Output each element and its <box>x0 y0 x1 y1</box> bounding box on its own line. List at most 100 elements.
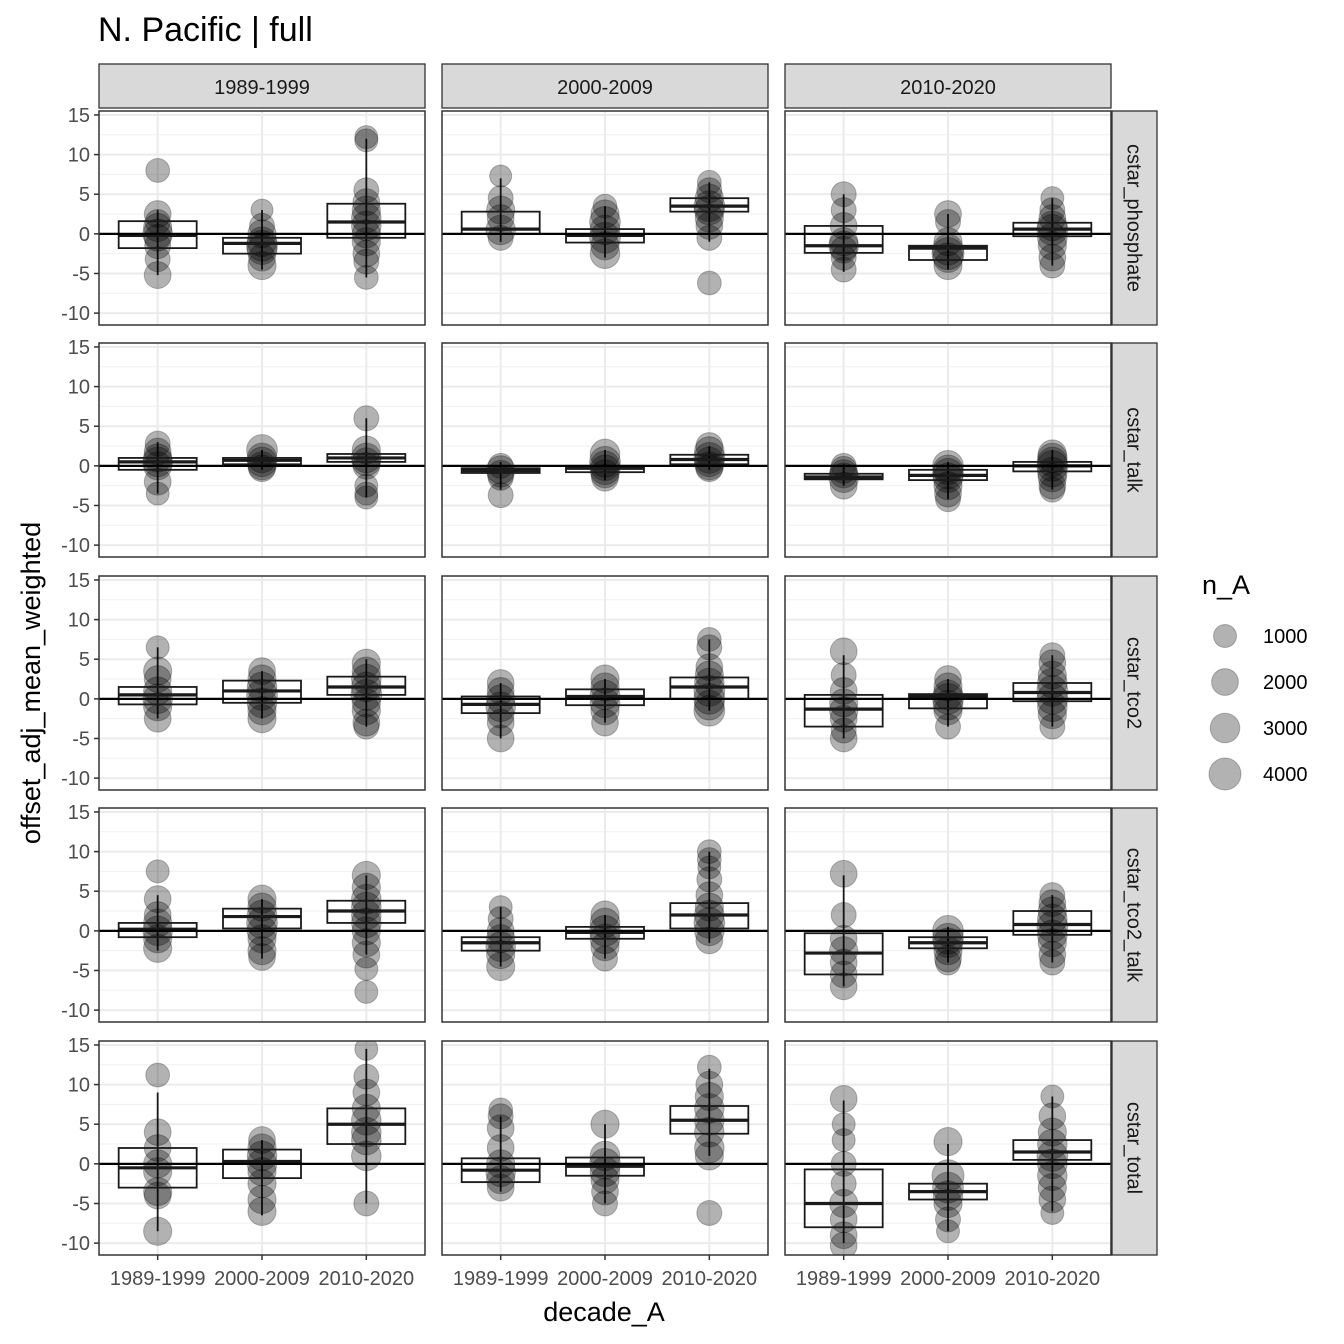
data-point <box>351 860 381 890</box>
x-tick-label: 1989-1999 <box>110 1268 206 1290</box>
data-point <box>247 704 277 734</box>
panel-border <box>98 575 426 791</box>
data-point <box>829 1231 858 1255</box>
data-point <box>829 677 858 705</box>
data-point <box>143 704 172 733</box>
data-point <box>590 672 620 702</box>
facet-panel <box>441 342 769 558</box>
data-point <box>354 1041 379 1061</box>
boxplot-group <box>565 438 645 492</box>
data-point <box>351 928 381 958</box>
y-tick-label: 5 <box>79 1114 90 1136</box>
data-point <box>1038 243 1067 272</box>
data-point <box>932 242 964 273</box>
data-point <box>351 656 381 686</box>
size-legend: n_A 1000 2000 3000 4000 <box>1202 570 1308 791</box>
boxplot-group <box>1012 642 1093 740</box>
boxplot-group <box>1012 882 1093 976</box>
y-tick-label: 10 <box>68 842 90 864</box>
data-point <box>246 671 278 703</box>
data-point <box>143 261 172 289</box>
data-point <box>697 855 722 880</box>
data-point <box>1039 882 1066 909</box>
data-point <box>830 181 857 208</box>
data-point <box>830 902 857 928</box>
data-point <box>696 847 722 872</box>
data-point <box>932 1180 964 1211</box>
panel-border <box>98 110 426 326</box>
data-point <box>1038 204 1067 232</box>
data-point <box>695 926 724 955</box>
box <box>803 225 884 254</box>
data-point <box>487 185 514 212</box>
row-strip-label: cstar_tco2_talk <box>1123 848 1145 984</box>
panel-border <box>98 342 426 558</box>
boxplot-group <box>222 657 302 734</box>
data-point <box>145 481 170 506</box>
boxplot-group <box>460 895 541 982</box>
facet-panel <box>784 807 1112 1023</box>
column-strip-label: 2000-2009 <box>557 77 653 99</box>
data-point <box>694 1116 725 1148</box>
y-tick-label: 15 <box>68 802 90 824</box>
y-tick-label: -5 <box>72 1193 90 1215</box>
data-point <box>486 951 516 982</box>
data-point <box>830 256 857 283</box>
data-point <box>247 1169 277 1199</box>
legend-label: 2000 <box>1263 672 1308 694</box>
facet-panel: -10 -5 0 5 10 15 1989-1999 2000-2009 2010-2020 <box>61 1035 426 1290</box>
data-point <box>589 238 621 269</box>
data-point <box>693 694 726 727</box>
row-strip <box>1111 1040 1158 1256</box>
data-point <box>247 664 277 694</box>
y-tick-label: 5 <box>79 416 90 438</box>
data-point <box>354 485 379 510</box>
data-point <box>250 198 274 222</box>
data-point <box>829 1084 858 1113</box>
data-point <box>696 169 722 195</box>
data-point <box>831 1112 856 1137</box>
row-strip <box>1111 575 1158 791</box>
data-point <box>247 1196 277 1227</box>
data-point <box>592 193 618 219</box>
x-tick-label: 2010-2020 <box>661 1268 757 1290</box>
data-point <box>486 940 516 970</box>
facet-panel: 1989-1999 2000-2009 2010-2020 <box>441 1040 769 1290</box>
data-point <box>486 724 515 753</box>
data-point <box>351 883 382 915</box>
data-point <box>354 125 379 150</box>
y-tick-label: -5 <box>72 263 90 285</box>
data-point <box>590 1109 620 1139</box>
data-point <box>592 945 618 972</box>
data-point <box>589 221 621 254</box>
data-point <box>144 246 171 273</box>
row-strip-label: cstar_total <box>1123 1102 1145 1194</box>
y-tick-label: -10 <box>61 1233 90 1255</box>
facet-panel <box>441 110 769 326</box>
data-point <box>935 486 961 513</box>
data-point <box>143 1181 172 1210</box>
data-point <box>696 270 722 296</box>
data-point <box>830 717 857 744</box>
y-tick-label: 15 <box>68 105 90 127</box>
data-point <box>694 1093 725 1124</box>
data-point <box>247 1184 277 1215</box>
y-tick-label: 15 <box>68 337 90 359</box>
data-point <box>935 949 961 976</box>
boxplot-group <box>669 169 750 296</box>
boxplot-group <box>326 1041 407 1217</box>
panel-border <box>784 575 1112 791</box>
data-point <box>934 200 962 228</box>
data-point <box>354 481 379 506</box>
data-point <box>1038 649 1067 678</box>
data-point <box>353 248 380 275</box>
data-point <box>1040 186 1065 211</box>
data-point <box>354 128 379 153</box>
data-point <box>829 948 858 977</box>
facet-grid: 1989-1999 2000-2009 2010-2020 cstar_phospha… <box>61 63 1158 1290</box>
data-point <box>488 895 513 920</box>
data-point <box>694 1081 724 1112</box>
data-point <box>354 979 379 1004</box>
data-point <box>487 1103 514 1130</box>
data-point <box>144 430 171 457</box>
